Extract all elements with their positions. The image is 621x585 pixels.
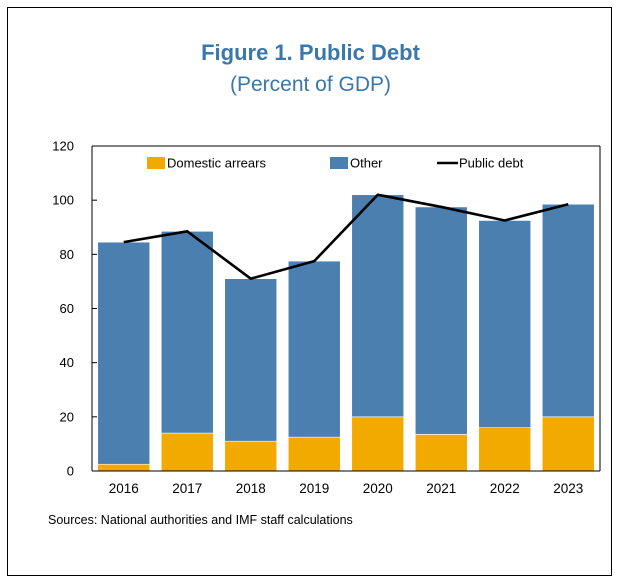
- line-layer: [123, 193, 569, 281]
- legend-label-public-debt: Public debt: [459, 156, 524, 171]
- bar-other-2022: [478, 220, 532, 428]
- y-tick-label-20: 20: [60, 409, 74, 424]
- legend: Domestic arrears Other Public debt: [147, 156, 524, 171]
- legend-swatch-other: [330, 157, 348, 169]
- y-tick-label-40: 40: [60, 355, 74, 370]
- x-tick-label-2016: 2016: [109, 481, 139, 496]
- y-tick-label-100: 100: [52, 193, 74, 208]
- x-tick-label-2017: 2017: [172, 481, 202, 496]
- bar-domestic-arrears-2022: [478, 427, 532, 472]
- bar-domestic-arrears-2020: [351, 416, 405, 472]
- bar-domestic-arrears-2021: [414, 434, 468, 472]
- axes-layer: 0 20 40 60 80 100 120 2016 2017 2018 2019 2020 2021 2…: [52, 139, 601, 496]
- bar-other-2016: [97, 241, 151, 465]
- bar-other-2017: [160, 231, 214, 434]
- figure-subtitle: (Percent of GDP): [229, 73, 392, 96]
- x-tick-label-2018: 2018: [236, 481, 266, 496]
- legend-swatch-domestic-arrears: [147, 157, 165, 169]
- bar-domestic-arrears-2016: [97, 463, 151, 472]
- x-tick-label-2022: 2022: [490, 481, 520, 496]
- bar-other-2021: [414, 206, 468, 435]
- bar-other-2020: [351, 194, 405, 418]
- bar-domestic-arrears-2018: [224, 440, 278, 472]
- y-tick-label-120: 120: [52, 139, 74, 154]
- bar-domestic-arrears-2023: [541, 416, 595, 472]
- legend-label-domestic-arrears: Domestic arrears: [167, 156, 266, 171]
- x-tick-label-2019: 2019: [299, 481, 329, 496]
- bar-other-2023: [541, 203, 595, 418]
- bars-layer: [97, 194, 595, 472]
- bar-other-2019: [287, 260, 341, 438]
- figure-title: Figure 1. Public Debt: [201, 40, 420, 65]
- bar-domestic-arrears-2017: [160, 432, 214, 472]
- source-note: Sources: National authorities and IMF st…: [48, 513, 353, 527]
- public-debt-line: [123, 193, 569, 281]
- y-tick-label-80: 80: [60, 247, 74, 262]
- bar-other-2018: [224, 278, 278, 442]
- y-tick-label-0: 0: [67, 464, 74, 479]
- x-tick-label-2020: 2020: [363, 481, 393, 496]
- bar-domestic-arrears-2019: [287, 436, 341, 472]
- x-tick-label-2021: 2021: [426, 481, 456, 496]
- y-tick-label-60: 60: [60, 301, 74, 316]
- x-tick-label-2023: 2023: [553, 481, 583, 496]
- legend-label-other: Other: [350, 156, 383, 171]
